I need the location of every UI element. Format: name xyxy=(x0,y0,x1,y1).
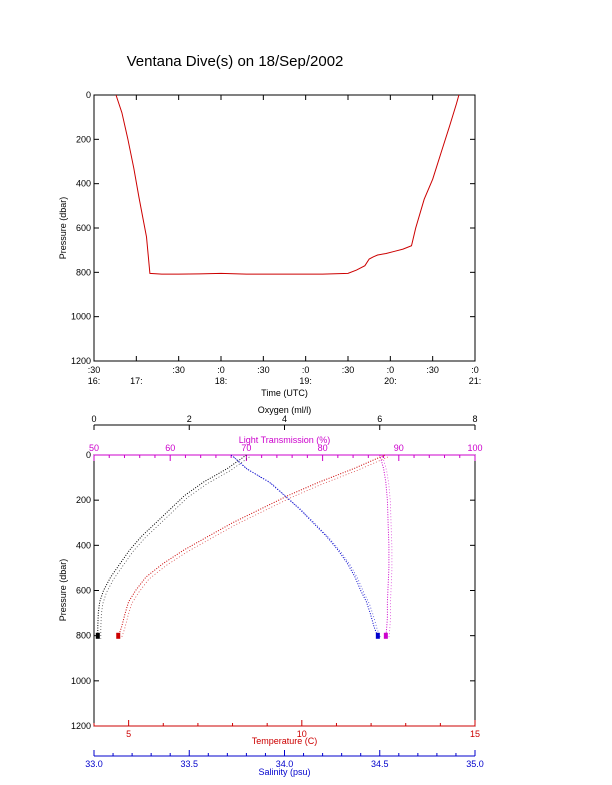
salinity-psu-bottom-point xyxy=(375,632,380,639)
light-transmission-bottom-point xyxy=(383,632,388,639)
temperature-tick-label: 15 xyxy=(470,729,480,739)
light-transmission-tick-label: 90 xyxy=(394,443,404,453)
oxygen-tick-label: 8 xyxy=(472,414,477,424)
salinity-tick-label: 34.0 xyxy=(276,759,294,769)
oxygen-tick-label: 2 xyxy=(187,414,192,424)
oxygen-axis: 0 2 4 6 8 xyxy=(91,414,478,430)
salinity-tick-label: 33.5 xyxy=(180,759,198,769)
oxygen-tick-label: 0 xyxy=(91,414,96,424)
light-transmission-axis: 50 60 70 80 90 100 xyxy=(89,443,483,461)
x-tick-label-hour: 17: xyxy=(130,376,143,386)
light-transmission-tick-label: 100 xyxy=(467,443,482,453)
x-tick-label-hour: 20: xyxy=(384,376,397,386)
y-tick-label: 1200 xyxy=(71,721,91,731)
oxygen-ml-l-profile-line-cast2 xyxy=(100,456,250,639)
y-tick-label: 200 xyxy=(76,495,91,505)
y-tick-label: 600 xyxy=(76,586,91,596)
x-tick-label-minutes: :0 xyxy=(387,365,395,375)
salinity-tick-label: 35.0 xyxy=(466,759,484,769)
y-tick-label: 400 xyxy=(76,540,91,550)
x-tick-label-hour: 21: xyxy=(469,376,482,386)
salinity-tick-label: 33.0 xyxy=(85,759,103,769)
y-tick-label: 1000 xyxy=(71,312,91,322)
x-tick-label-hour: 18: xyxy=(215,376,228,386)
temperature-axis-label: Temperature (C) xyxy=(252,736,318,746)
y-tick-label: 800 xyxy=(76,631,91,641)
light-transmission-tick-label: 80 xyxy=(318,443,328,453)
x-tick-label-minutes: :0 xyxy=(471,365,479,375)
y-tick-label: 0 xyxy=(86,90,91,100)
time-pressure-y-label: Pressure (dbar) xyxy=(58,197,68,260)
profile-y-label: Pressure (dbar) xyxy=(58,559,68,622)
x-tick-label-minutes: :30 xyxy=(257,365,270,375)
oxygen-tick-label: 6 xyxy=(377,414,382,424)
x-tick-label-minutes: :30 xyxy=(342,365,355,375)
light-transmission-profile-line-cast2 xyxy=(382,456,393,639)
light-transmission-profile-line xyxy=(379,454,390,637)
oxygen-tick-label: 4 xyxy=(282,414,287,424)
x-tick-label-minutes: :30 xyxy=(172,365,185,375)
salinity-axis-label: Salinity (psu) xyxy=(258,767,310,777)
temperature-c-profile-line-cast2 xyxy=(120,456,389,639)
oxygen-axis-label: Oxygen (ml/l) xyxy=(258,405,312,415)
profile-plot-frame xyxy=(93,454,476,727)
salinity-axis: 33.0 33.5 34.0 34.5 35.0 xyxy=(85,750,484,769)
y-tick-label: 0 xyxy=(86,450,91,460)
salinity-tick-label: 34.5 xyxy=(371,759,389,769)
time-pressure-y-axis: 0 200 400 600 800 1000 1200 xyxy=(71,90,475,366)
profile-panel: 0 200 400 600 800 1000 1200 Pressure (dbar) 0 2… xyxy=(58,405,484,777)
y-tick-label: 200 xyxy=(76,134,91,144)
y-tick-label: 1000 xyxy=(71,676,91,686)
y-tick-label: 400 xyxy=(76,179,91,189)
pressure-time-line xyxy=(115,94,460,275)
x-tick-label-minutes: :30 xyxy=(426,365,439,375)
temperature-tick-label: 5 xyxy=(126,729,131,739)
x-tick-label-minutes: :30 xyxy=(88,365,101,375)
light-transmission-tick-label: 70 xyxy=(241,443,251,453)
salinity-psu-profile-line xyxy=(230,454,379,637)
temperature-c-bottom-point xyxy=(116,632,121,639)
y-tick-label: 600 xyxy=(76,223,91,233)
oxygen-ml-l-bottom-point xyxy=(95,632,100,639)
profile-series-group xyxy=(95,454,393,639)
light-transmission-tick-label: 60 xyxy=(165,443,175,453)
time-pressure-plot-frame xyxy=(93,94,476,362)
salinity-psu-profile-line-cast2 xyxy=(233,456,382,639)
y-tick-label: 800 xyxy=(76,267,91,277)
profile-y-axis: 0 200 400 600 800 1000 1200 xyxy=(71,450,475,731)
temperature-c-profile-line xyxy=(117,454,386,637)
x-tick-label-hour: 19: xyxy=(299,376,312,386)
time-pressure-x-label: Time (UTC) xyxy=(261,388,308,398)
y-tick-label: 1200 xyxy=(71,356,91,366)
x-tick-label-hour: 16: xyxy=(88,376,101,386)
light-transmission-tick-label: 50 xyxy=(89,443,99,453)
x-tick-label-minutes: :0 xyxy=(302,365,310,375)
temperature-axis: 5 10 15 xyxy=(93,720,480,739)
x-tick-label-minutes: :0 xyxy=(217,365,225,375)
oxygen-ml-l-profile-line xyxy=(97,454,247,637)
light-transmission-axis-label: Light Transmission (%) xyxy=(239,435,331,445)
temperature-tick-label: 10 xyxy=(297,729,307,739)
time-pressure-series-group xyxy=(115,94,460,275)
chart-title: Ventana Dive(s) on 18/Sep/2002 xyxy=(127,53,344,70)
